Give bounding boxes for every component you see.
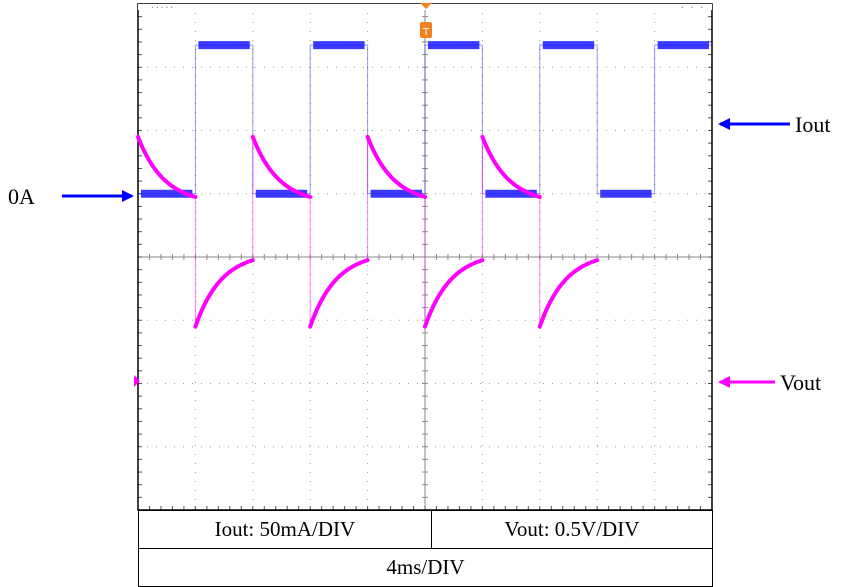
vout-segment: [136, 134, 198, 199]
status-text-right: · · ·: [680, 3, 704, 12]
scale-table: Iout: 50mA/DIV Vout: 0.5V/DIV 4ms/DIV: [138, 510, 714, 587]
vout-scale-cell: Vout: 0.5V/DIV: [430, 510, 714, 549]
vout-segment: [480, 134, 542, 199]
status-text-left: ·····: [150, 3, 174, 12]
vout-trace: [136, 134, 600, 329]
vout-label: Vout: [780, 370, 821, 395]
vout-segment: [423, 258, 485, 329]
vout-segment: [537, 258, 600, 329]
iout-edges: [138, 44, 712, 195]
iout-label: Iout: [795, 112, 830, 137]
vout-segment: [308, 258, 370, 329]
vout-segment: [365, 134, 427, 199]
vout-segment: [250, 134, 313, 199]
channel-indicator-glyph: T: [422, 27, 430, 38]
time-scale-cell: 4ms/DIV: [138, 548, 713, 587]
vout-segment: [193, 258, 255, 329]
vout-ground-marker-icon: [134, 375, 140, 387]
iout-scale-cell: Iout: 50mA/DIV: [138, 510, 432, 549]
trigger-marker-icon: [420, 3, 432, 9]
zero-level-label: 0A: [8, 184, 35, 209]
channel-indicator-icon: [420, 22, 432, 38]
